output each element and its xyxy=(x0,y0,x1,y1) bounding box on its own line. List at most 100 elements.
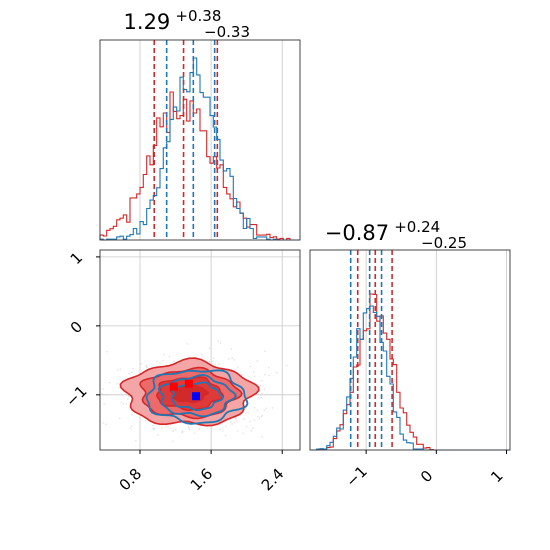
sample-point xyxy=(219,342,222,344)
sample-point xyxy=(130,425,133,428)
sample-point xyxy=(186,343,189,345)
sample-point xyxy=(265,407,267,410)
sample-point xyxy=(163,353,166,356)
panel-p1-histogram xyxy=(309,249,511,451)
sample-point xyxy=(172,440,174,443)
contour-blue xyxy=(157,373,237,418)
sample-point xyxy=(130,371,133,374)
sample-point xyxy=(156,360,159,363)
sample-point xyxy=(263,388,266,391)
sample-point xyxy=(263,409,266,411)
sample-point xyxy=(247,411,249,414)
sample-point xyxy=(224,425,227,427)
sample-point xyxy=(234,421,236,424)
sample-point xyxy=(129,427,132,430)
panel-p0-p1-contour xyxy=(99,249,301,451)
sample-point xyxy=(227,358,230,360)
axes-frame xyxy=(99,249,301,451)
x-tick-label-p1: 0 xyxy=(417,467,436,486)
sample-point xyxy=(285,364,288,367)
sample-point xyxy=(260,415,263,418)
sample-point xyxy=(152,424,154,427)
sample-point xyxy=(146,366,148,368)
title-p0-lower: −0.33 xyxy=(204,23,250,41)
sample-point xyxy=(249,365,252,368)
sample-point xyxy=(245,407,247,410)
sample-point xyxy=(119,417,121,420)
sample-point xyxy=(242,432,244,435)
sample-point xyxy=(188,429,191,431)
sample-point xyxy=(127,395,130,397)
sample-point xyxy=(208,360,211,363)
y-tick-label-p1: 0 xyxy=(67,318,86,337)
panel-p0-histogram xyxy=(99,39,301,241)
sample-point xyxy=(251,427,254,429)
sample-point xyxy=(212,357,215,360)
sample-point xyxy=(208,347,211,350)
sample-point xyxy=(129,395,131,398)
sample-point xyxy=(135,440,137,442)
axes-frame xyxy=(309,249,511,451)
sample-point xyxy=(122,403,125,405)
sample-point xyxy=(188,427,190,429)
sample-point xyxy=(233,359,235,361)
sample-point xyxy=(145,365,147,368)
sample-point xyxy=(127,398,129,400)
x-tick-label-p0: 1.6 xyxy=(187,465,217,495)
sample-point xyxy=(152,427,155,429)
sample-point xyxy=(230,348,233,350)
sample-point xyxy=(264,373,266,376)
sample-point xyxy=(231,423,234,425)
sample-point xyxy=(261,435,263,438)
sample-point xyxy=(187,426,190,429)
x-tick-label-p0: 0.8 xyxy=(116,465,146,495)
sample-point xyxy=(240,373,243,376)
sample-point xyxy=(108,381,111,384)
sample-point xyxy=(214,363,217,366)
sample-point xyxy=(193,432,196,435)
sample-point xyxy=(237,366,239,368)
sample-point xyxy=(132,367,134,370)
sample-point xyxy=(264,350,266,353)
contour-blue xyxy=(145,369,249,425)
sample-point xyxy=(253,407,256,409)
sample-point xyxy=(173,360,175,362)
sample-point xyxy=(131,413,133,416)
sample-point xyxy=(157,434,159,436)
sample-point xyxy=(256,360,259,362)
marker-red xyxy=(184,379,193,388)
sample-point xyxy=(250,429,253,432)
sample-point xyxy=(152,428,155,431)
sample-point xyxy=(235,419,238,422)
sample-point xyxy=(172,430,174,432)
sample-point xyxy=(217,340,220,342)
sample-point xyxy=(253,375,256,377)
sample-point xyxy=(252,371,255,373)
sample-point xyxy=(258,417,261,419)
sample-point xyxy=(165,425,167,428)
sample-point xyxy=(260,379,263,382)
sample-point xyxy=(106,350,108,353)
sample-point xyxy=(102,422,104,424)
sample-point xyxy=(271,407,274,409)
sample-point xyxy=(140,362,143,365)
sample-point xyxy=(256,409,259,412)
sample-point xyxy=(224,434,227,437)
sample-point xyxy=(235,417,238,420)
title-p0: 1.29 +0.38 −0.33 xyxy=(124,6,250,41)
title-p1-upper: +0.24 xyxy=(394,218,440,236)
sample-point xyxy=(257,397,260,399)
contour-blue xyxy=(170,381,224,411)
sample-point xyxy=(231,357,234,359)
sample-point xyxy=(118,386,120,389)
x-tick-label-p1: 1 xyxy=(487,467,506,486)
title-p0-median: 1.29 xyxy=(124,10,171,34)
sample-point xyxy=(168,355,171,358)
sample-point xyxy=(260,396,262,399)
sample-point xyxy=(116,382,118,385)
sample-point xyxy=(249,420,251,423)
sample-point xyxy=(234,417,237,419)
sample-point xyxy=(105,393,107,396)
sample-point xyxy=(261,414,263,417)
sample-point xyxy=(230,421,232,423)
